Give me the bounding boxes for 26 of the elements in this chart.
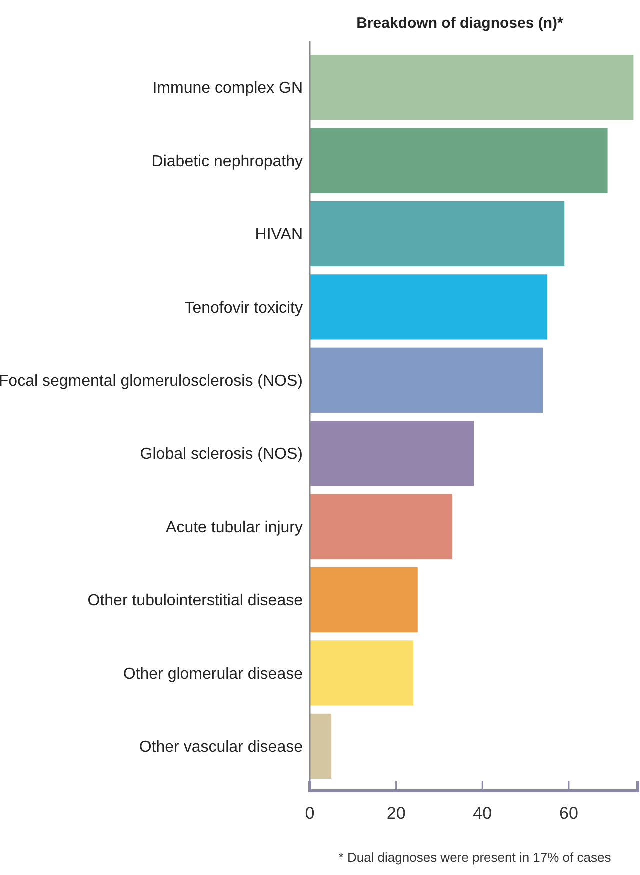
bar xyxy=(310,714,332,779)
bar xyxy=(310,274,548,340)
y-tick-label: Focal segmental glomerulosclerosis (NOS) xyxy=(0,372,303,390)
x-tick-label: 0 xyxy=(305,804,315,824)
bar xyxy=(310,640,414,706)
y-tick-label: Global sclerosis (NOS) xyxy=(140,446,303,464)
y-tick-label: Immune complex GN xyxy=(152,80,303,98)
chart-title: Breakdown of diagnoses (n)* xyxy=(356,15,564,32)
y-tick-label: HIVAN xyxy=(255,226,303,244)
y-tick-label: Tenofovir toxicity xyxy=(184,300,303,317)
bar xyxy=(310,494,452,560)
bar xyxy=(310,201,565,267)
y-tick-label: Other tubulointerstitial disease xyxy=(88,592,304,610)
y-tick-label: Other vascular disease xyxy=(139,739,304,756)
y-tick-label: Diabetic nephropathy xyxy=(152,153,303,170)
x-tick-label: 40 xyxy=(473,804,492,824)
text: * Dual diagnoses were present in 17% of cases xyxy=(338,850,612,865)
x-tick-label: 60 xyxy=(559,804,578,824)
y-tick-label: Acute tubular injury xyxy=(166,519,303,536)
y-tick-label: Other glomerular disease xyxy=(123,666,304,683)
bar xyxy=(310,421,474,486)
bar xyxy=(310,55,634,120)
x-tick-label: 20 xyxy=(386,804,406,824)
bar xyxy=(310,348,544,413)
bar xyxy=(310,128,608,194)
bar xyxy=(310,567,418,633)
